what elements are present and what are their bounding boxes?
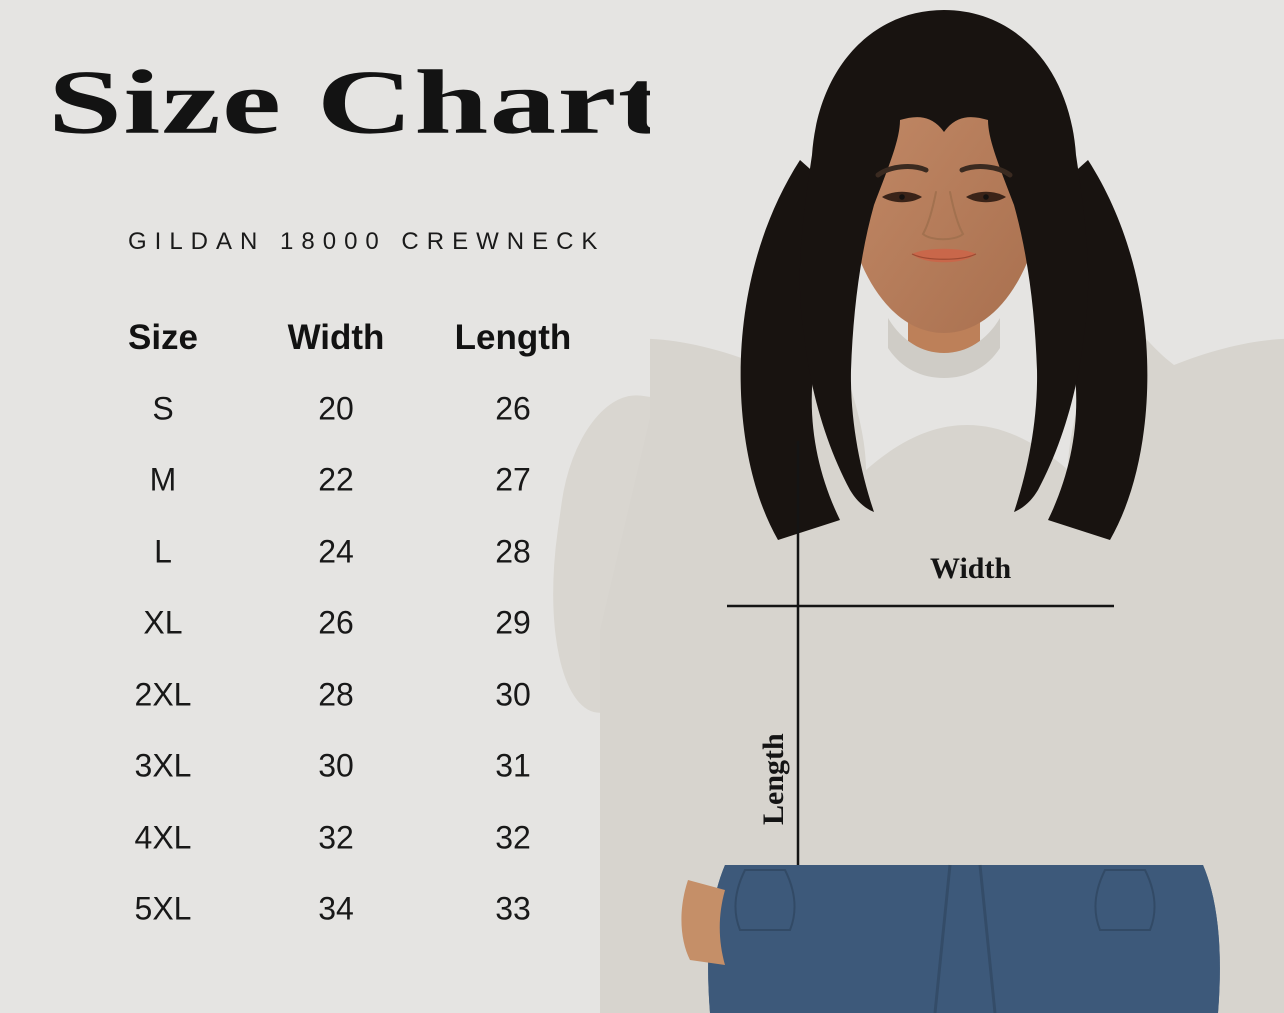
- svg-text:Length: Length: [757, 733, 790, 825]
- svg-text:Width: Width: [930, 552, 1011, 585]
